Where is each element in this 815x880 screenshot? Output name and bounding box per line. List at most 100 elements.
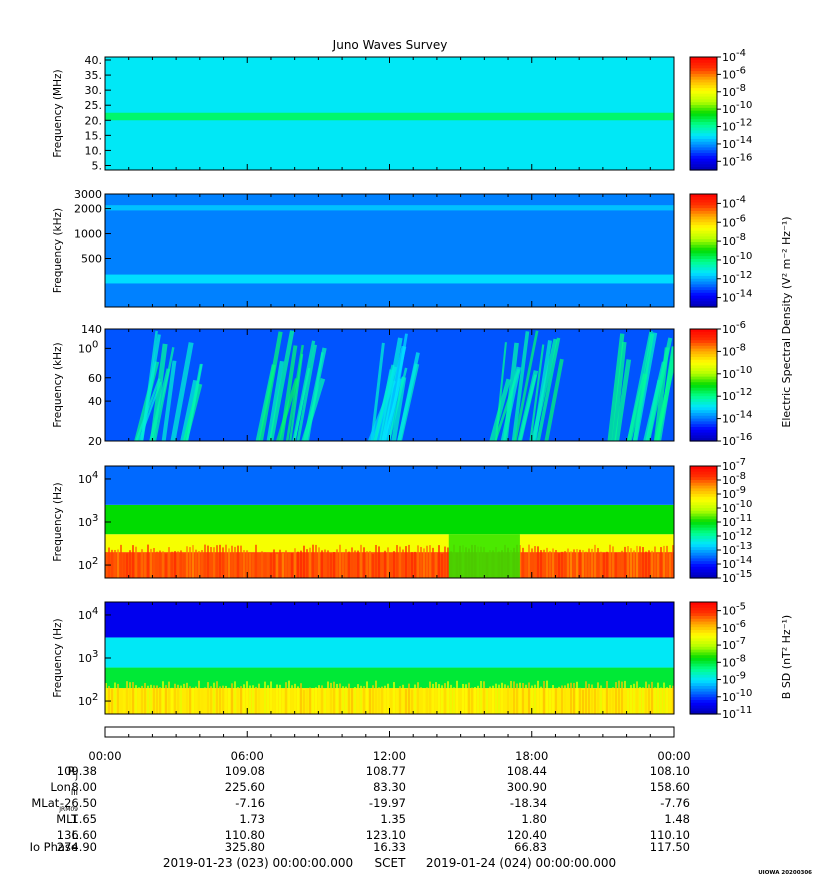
colorbar-tick-label: 10-11 <box>722 705 752 721</box>
y-axis: 104 103 102 <box>78 606 111 708</box>
colorbar-tick-label: 10-14 <box>722 289 752 305</box>
y-tick-label: 103 <box>78 649 98 665</box>
ephemeris-label: RJ <box>68 764 78 781</box>
y-tick-label: 60 <box>88 372 102 385</box>
spectrogram-area <box>105 329 674 441</box>
y-tick-label: 104 <box>78 606 98 622</box>
y-axis: 3000 2000 1000 500 <box>74 188 111 266</box>
y-axis-label: Frequency (kHz) <box>52 342 64 427</box>
colorbar-tick-label: 10-8 <box>722 471 746 487</box>
colorbar-tick-label: 10-8 <box>722 653 746 669</box>
ephemeris-value: -26.50 <box>60 796 97 810</box>
spectral-band <box>105 112 674 121</box>
ephemeris-value: 158.60 <box>650 780 690 794</box>
ephemeris-value: 108.77 <box>366 764 406 778</box>
footer-axis-label: SCET <box>375 856 407 870</box>
ephemeris-value: 1.73 <box>239 812 265 826</box>
footer-start-time: 2019-01-23 (023) 00:00:00.000 <box>163 856 353 870</box>
colorbar-tick-label: 10-10 <box>722 251 752 267</box>
magnetic-colorbar-label: B SD (nT² Hz⁻¹) <box>780 615 793 699</box>
time-tick-label: 00:00 <box>657 749 690 763</box>
colorbar-tick-label: 10-12 <box>722 527 752 543</box>
ephemeris-value: 1.35 <box>380 812 406 826</box>
ephemeris-value: 117.50 <box>650 840 690 854</box>
time-tick-label: 12:00 <box>373 749 406 763</box>
colorbar-tick-label: 10-13 <box>722 541 752 557</box>
y-axis-label: Frequency (Hz) <box>52 482 64 561</box>
colorbar-tick-label: 10-10 <box>722 688 752 704</box>
spectrogram-area <box>105 602 674 714</box>
colorbar-tick-label: 10-8 <box>722 83 746 99</box>
spectral-layer <box>105 504 674 535</box>
colorbar-tick-label: 10-12 <box>722 270 752 286</box>
spectrogram-panels: 5. 10. 15. 20. 25. 30. 35. 40. Frequency (MHz) 10… <box>52 48 752 721</box>
emission-burst <box>255 330 327 441</box>
ephemeris-value: 108.10 <box>650 764 690 778</box>
y-tick-label: 10. <box>85 144 103 157</box>
ephemeris-value: 109.38 <box>57 764 97 778</box>
colorbar-tick-label: 10-14 <box>722 555 752 571</box>
ephemeris-value: 1.48 <box>664 812 690 826</box>
y-tick-label: 140 <box>81 323 102 336</box>
ephemeris-label: MLatJRM09 <box>31 796 78 813</box>
spectrogram-area <box>105 466 674 578</box>
y-tick-label: 103 <box>78 513 98 529</box>
colorbar: 10-4 10-6 10-8 10-10 10-12 10-14 <box>689 193 752 308</box>
spectral-layer <box>105 466 674 505</box>
spectral-band <box>105 274 674 284</box>
colorbar-tick-label: 10-12 <box>722 118 752 134</box>
time-tick-label: 18:00 <box>515 749 548 763</box>
colorbar-tick-label: 10-6 <box>722 65 746 81</box>
y-tick-label: 30. <box>85 84 103 97</box>
ephemeris-value: -7.76 <box>660 796 690 810</box>
colorbar-tick-label: 10-9 <box>722 485 746 501</box>
spectrogram-area <box>105 57 674 170</box>
colorbar-tick-label: 10-14 <box>722 135 752 151</box>
colorbar-tick-label: 10-14 <box>722 410 752 426</box>
y-tick-label: 102 <box>78 556 98 572</box>
emission-burst <box>607 330 674 441</box>
spectral-layer <box>105 534 674 553</box>
spectrogram-background <box>105 194 674 307</box>
ephemeris-value: 8.00 <box>71 780 97 794</box>
ephemeris-value: 225.60 <box>225 780 265 794</box>
colorbar-tick-label: 10-16 <box>722 152 752 168</box>
ephemeris-value: 110.10 <box>650 828 690 842</box>
ephemeris-value: 83.30 <box>373 780 406 794</box>
colorbar-tick-label: 10-10 <box>722 365 752 381</box>
colorbar-tick-label: 10-12 <box>722 387 752 403</box>
ephemeris-value: 300.90 <box>507 780 547 794</box>
y-tick-label: 5. <box>92 159 103 172</box>
colorbar-tick-label: 10-7 <box>722 457 746 473</box>
ephemeris-value: 1.80 <box>521 812 547 826</box>
ephemeris-value: -18.34 <box>510 796 547 810</box>
ephemeris-value: 108.44 <box>507 764 547 778</box>
y-axis: 104 103 102 <box>78 470 111 572</box>
ephemeris-label: LonIII <box>50 780 78 797</box>
time-axis: 00:00 06:00 12:00 18:00 00:00 <box>88 726 691 763</box>
y-tick-label: 40. <box>85 54 103 67</box>
colorbar-tick-label: 10-15 <box>722 569 752 585</box>
y-axis-label: Frequency (MHz) <box>52 69 64 157</box>
spectral-gap <box>448 534 520 578</box>
time-tick-label: 00:00 <box>88 749 121 763</box>
y-tick-label: 3000 <box>74 188 102 201</box>
time-tick-label: 06:00 <box>231 749 264 763</box>
colorbar-tick-label: 10-6 <box>722 619 746 635</box>
spectral-texture <box>105 680 674 714</box>
spectrogram-area <box>105 194 674 307</box>
ephemeris-row: MLatJRM09-26.50 -7.16 -19.97 -18.34 -7.76 <box>31 796 690 813</box>
emission-burst <box>489 330 564 441</box>
colorbar: 10-6 10-8 10-10 10-12 10-14 10-16 <box>689 320 752 448</box>
ephemeris-value: 136.60 <box>57 828 97 842</box>
y-tick-label: 40 <box>88 395 102 408</box>
